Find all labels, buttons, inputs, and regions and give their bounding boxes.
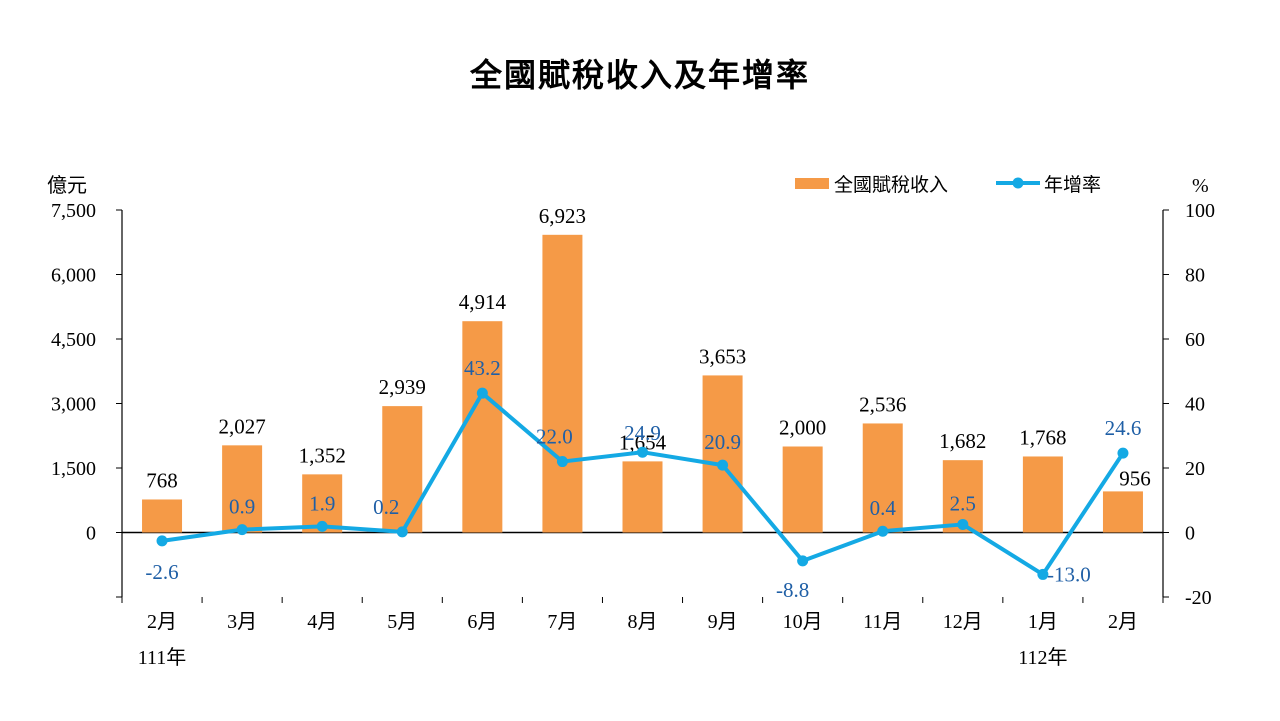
revenue-data-label: 2,939 (379, 375, 426, 399)
revenue-bar (702, 375, 743, 533)
x-category-label: 12月 (943, 611, 983, 633)
right-tick-label: 40 (1185, 394, 1205, 416)
revenue-bar (222, 445, 263, 533)
chart-title: 全國賦稅收入及年增率 (469, 56, 810, 94)
growth-rate-point (556, 456, 568, 468)
growth-rate-data-label: 0.9 (229, 495, 255, 519)
growth-rate-point (637, 446, 648, 458)
legend-line-marker (1012, 177, 1024, 189)
right-tick-label: 20 (1185, 458, 1205, 480)
x-category-label: 2月 (1108, 611, 1138, 633)
growth-rate-data-label: 20.9 (704, 430, 741, 454)
legend-line-label: 年增率 (1044, 174, 1101, 196)
left-tick-label: 0 (86, 523, 96, 545)
revenue-data-label: 1,682 (939, 429, 986, 453)
revenue-bar (542, 234, 583, 533)
growth-rate-point (1037, 568, 1049, 580)
revenue-data-label: 768 (146, 468, 178, 492)
x-year-label: 112年 (1018, 646, 1067, 669)
left-tick-label: 3,000 (51, 394, 96, 416)
growth-rate-point (156, 535, 168, 547)
x-category-label: 6月 (467, 611, 497, 633)
left-axis-unit: 億元 (47, 173, 87, 197)
revenue-bar (782, 446, 823, 533)
revenue-data-label: 1,352 (299, 443, 346, 467)
revenue-data-label: 3,653 (699, 344, 746, 368)
revenue-data-label: 956 (1119, 466, 1151, 490)
revenue-data-label: 4,914 (459, 290, 507, 314)
growth-rate-point (717, 459, 729, 471)
revenue-data-label: 1,768 (1019, 425, 1066, 449)
x-category-label: 4月 (307, 611, 337, 633)
growth-rate-data-label: 2.5 (950, 491, 976, 515)
growth-rate-data-label: 24.6 (1105, 416, 1142, 440)
x-category-label: 2月 (147, 611, 177, 633)
x-category-label: 9月 (708, 611, 738, 633)
growth-rate-data-label: 22.0 (536, 425, 573, 449)
growth-rate-point (877, 525, 889, 537)
right-axis-unit: % (1192, 175, 1209, 197)
x-category-label: 10月 (783, 611, 823, 633)
left-tick-label: 1,500 (51, 458, 96, 480)
x-category-label: 8月 (628, 611, 658, 633)
right-tick-label: 80 (1185, 265, 1205, 287)
left-tick-label: 7,500 (51, 200, 96, 222)
growth-rate-data-label: -2.6 (145, 560, 178, 584)
x-category-label: 11月 (863, 611, 902, 633)
growth-rate-point (236, 524, 248, 536)
growth-rate-data-label: 43.2 (464, 356, 501, 380)
right-tick-label: -20 (1185, 587, 1212, 609)
growth-rate-point (316, 520, 328, 532)
growth-rate-data-label: 24.9 (624, 421, 661, 445)
revenue-bar (462, 321, 503, 533)
growth-rate-data-label: -8.8 (776, 578, 809, 602)
growth-rate-data-label: 1.9 (309, 491, 335, 515)
right-tick-label: 0 (1185, 523, 1195, 545)
right-tick-label: 60 (1185, 329, 1205, 351)
left-tick-label: 6,000 (51, 265, 96, 287)
revenue-data-label: 2,536 (859, 392, 906, 416)
growth-rate-data-label: 0.4 (870, 496, 897, 520)
x-category-label: 1月 (1028, 611, 1058, 633)
growth-rate-point (957, 518, 969, 530)
growth-rate-point (476, 387, 488, 399)
revenue-bar (1022, 456, 1063, 533)
revenue-data-label: 2,000 (779, 416, 826, 440)
legend-bar-swatch (795, 178, 829, 189)
revenue-data-label: 6,923 (539, 204, 586, 228)
growth-rate-data-label: -13.0 (1047, 562, 1091, 586)
x-category-label: 7月 (547, 611, 577, 633)
revenue-data-label: 2,027 (218, 414, 265, 438)
revenue-bar (622, 461, 663, 533)
revenue-bar (862, 423, 903, 533)
revenue-bar (142, 499, 183, 533)
left-tick-label: 4,500 (51, 329, 96, 351)
growth-rate-point (396, 526, 408, 538)
x-year-label: 111年 (138, 646, 187, 669)
x-category-label: 5月 (387, 611, 417, 633)
x-category-label: 3月 (227, 611, 257, 633)
right-tick-label: 100 (1185, 200, 1215, 222)
legend-bar-label: 全國賦稅收入 (834, 174, 948, 196)
growth-rate-data-label: 0.2 (373, 495, 399, 519)
growth-rate-point (797, 555, 809, 567)
revenue-bar (1102, 491, 1143, 533)
growth-rate-point (1117, 447, 1129, 459)
